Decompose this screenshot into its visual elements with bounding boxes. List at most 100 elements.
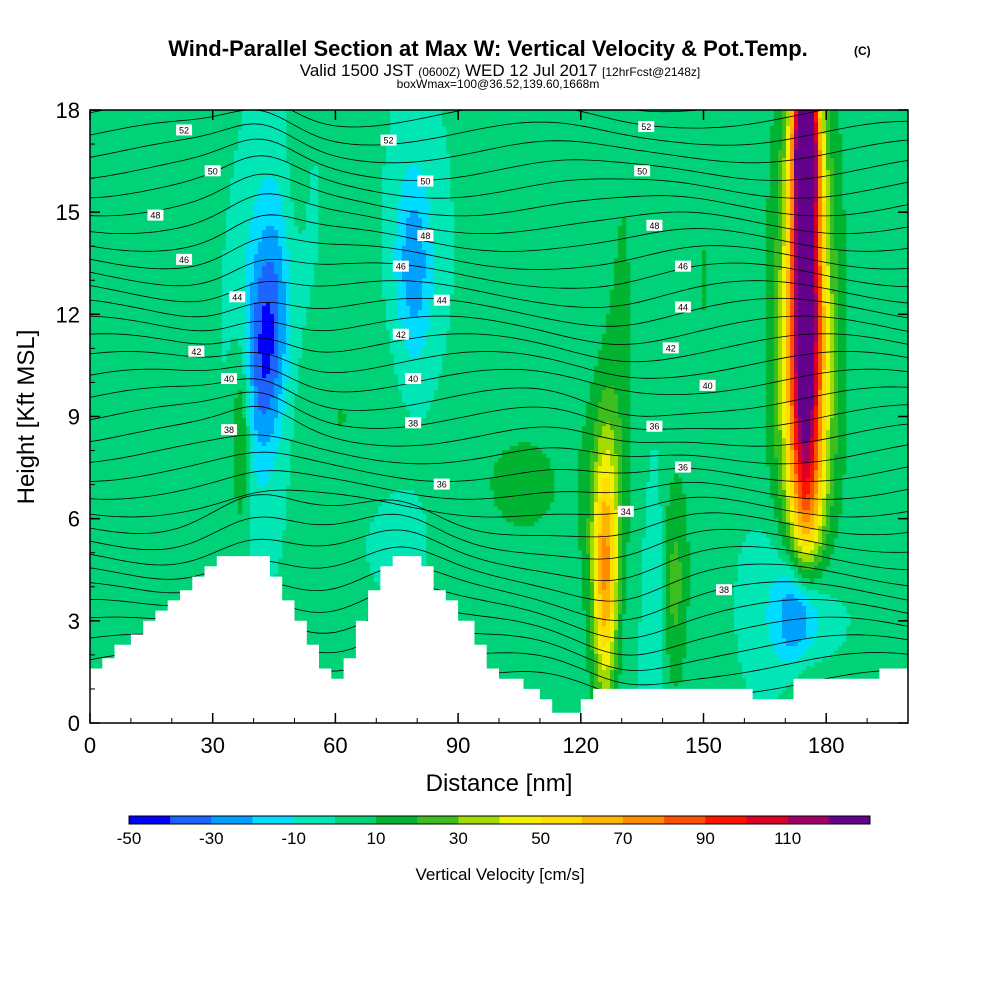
velocity-cell bbox=[654, 454, 659, 459]
velocity-cell bbox=[406, 322, 411, 327]
velocity-cell bbox=[254, 214, 259, 219]
velocity-cell bbox=[774, 142, 779, 147]
velocity-cell bbox=[442, 154, 447, 159]
velocity-cell bbox=[838, 134, 843, 139]
velocity-cell bbox=[222, 314, 227, 319]
velocity-cell bbox=[386, 182, 391, 187]
velocity-cell bbox=[786, 442, 791, 447]
velocity-cell bbox=[814, 126, 819, 131]
velocity-cell bbox=[238, 426, 243, 431]
velocity-cell bbox=[414, 286, 419, 291]
velocity-cell bbox=[266, 126, 271, 131]
velocity-cell bbox=[302, 302, 307, 307]
velocity-cell bbox=[398, 126, 403, 131]
velocity-cell bbox=[418, 170, 423, 175]
velocity-cell bbox=[230, 242, 235, 247]
velocity-cell bbox=[818, 450, 823, 455]
velocity-cell bbox=[266, 218, 271, 223]
velocity-cell bbox=[418, 162, 423, 167]
velocity-cell bbox=[234, 206, 239, 211]
velocity-cell bbox=[798, 274, 803, 279]
velocity-cell bbox=[302, 290, 307, 295]
velocity-cell bbox=[274, 354, 279, 359]
velocity-cell bbox=[626, 398, 631, 403]
velocity-cell bbox=[442, 262, 447, 267]
velocity-cell bbox=[254, 206, 259, 211]
velocity-cell bbox=[278, 342, 283, 347]
velocity-cell bbox=[790, 430, 795, 435]
velocity-cell bbox=[830, 214, 835, 219]
velocity-cell bbox=[702, 250, 707, 255]
velocity-cell bbox=[422, 222, 427, 227]
velocity-cell bbox=[398, 142, 403, 147]
velocity-cell bbox=[774, 394, 779, 399]
velocity-cell bbox=[278, 422, 283, 427]
velocity-cell bbox=[266, 206, 271, 211]
velocity-cell bbox=[290, 422, 295, 427]
velocity-cell bbox=[786, 450, 791, 455]
velocity-cell bbox=[290, 202, 295, 207]
velocity-cell bbox=[298, 330, 303, 335]
velocity-cell bbox=[430, 146, 435, 151]
velocity-cell bbox=[826, 322, 831, 327]
velocity-cell bbox=[386, 210, 391, 215]
velocity-cell bbox=[262, 438, 267, 443]
velocity-cell bbox=[430, 286, 435, 291]
velocity-cell bbox=[818, 242, 823, 247]
velocity-cell bbox=[618, 354, 623, 359]
velocity-cell bbox=[838, 390, 843, 395]
velocity-cell bbox=[578, 458, 583, 463]
velocity-cell bbox=[814, 190, 819, 195]
velocity-cell bbox=[794, 170, 799, 175]
velocity-cell bbox=[398, 342, 403, 347]
velocity-cell bbox=[798, 446, 803, 451]
velocity-cell bbox=[406, 166, 411, 171]
velocity-cell bbox=[234, 230, 239, 235]
velocity-cell bbox=[446, 306, 451, 311]
velocity-cell bbox=[282, 198, 287, 203]
velocity-cell bbox=[838, 306, 843, 311]
velocity-cell bbox=[778, 194, 783, 199]
velocity-cell bbox=[442, 150, 447, 155]
velocity-cell bbox=[618, 410, 623, 415]
velocity-cell bbox=[382, 214, 387, 219]
velocity-cell bbox=[818, 170, 823, 175]
velocity-cell bbox=[814, 150, 819, 155]
velocity-cell bbox=[802, 174, 807, 179]
velocity-cell bbox=[410, 114, 415, 119]
velocity-cell bbox=[426, 366, 431, 371]
velocity-cell bbox=[810, 138, 815, 143]
velocity-cell bbox=[606, 394, 611, 399]
velocity-cell bbox=[618, 322, 623, 327]
velocity-cell bbox=[806, 218, 811, 223]
velocity-cell bbox=[418, 414, 423, 419]
velocity-cell bbox=[246, 294, 251, 299]
velocity-cell bbox=[774, 382, 779, 387]
velocity-cell bbox=[786, 162, 791, 167]
velocity-cell bbox=[414, 318, 419, 323]
velocity-cell bbox=[402, 186, 407, 191]
velocity-cell bbox=[438, 146, 443, 151]
velocity-cell bbox=[626, 330, 631, 335]
velocity-cell bbox=[606, 338, 611, 343]
velocity-cell bbox=[386, 206, 391, 211]
velocity-cell bbox=[270, 458, 275, 463]
velocity-cell bbox=[822, 346, 827, 351]
velocity-cell bbox=[626, 374, 631, 379]
velocity-cell bbox=[230, 198, 235, 203]
velocity-cell bbox=[222, 298, 227, 303]
velocity-cell bbox=[382, 246, 387, 251]
velocity-cell bbox=[286, 358, 291, 363]
velocity-cell bbox=[238, 134, 243, 139]
velocity-cell bbox=[390, 110, 395, 115]
velocity-cell bbox=[822, 158, 827, 163]
velocity-cell bbox=[842, 382, 847, 387]
velocity-cell bbox=[778, 298, 783, 303]
velocity-cell bbox=[262, 294, 267, 299]
velocity-cell bbox=[422, 390, 427, 395]
velocity-cell bbox=[834, 290, 839, 295]
velocity-cell bbox=[430, 134, 435, 139]
velocity-cell bbox=[398, 270, 403, 275]
velocity-cell bbox=[226, 326, 231, 331]
velocity-cell bbox=[802, 222, 807, 227]
